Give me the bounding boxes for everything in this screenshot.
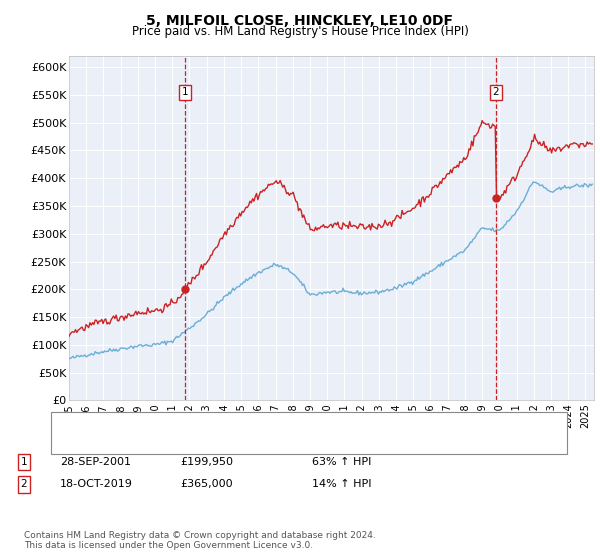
Text: 1: 1 (182, 87, 188, 97)
Text: 18-OCT-2019: 18-OCT-2019 (60, 479, 133, 489)
Text: 5, MILFOIL CLOSE, HINCKLEY, LE10 0DF: 5, MILFOIL CLOSE, HINCKLEY, LE10 0DF (146, 14, 454, 28)
Text: 63% ↑ HPI: 63% ↑ HPI (312, 457, 371, 467)
Text: HPI: Average price, detached house, Hinckley and Bosworth: HPI: Average price, detached house, Hinc… (88, 436, 401, 446)
Text: £365,000: £365,000 (180, 479, 233, 489)
Text: Price paid vs. HM Land Registry's House Price Index (HPI): Price paid vs. HM Land Registry's House … (131, 25, 469, 38)
Text: 2: 2 (493, 87, 499, 97)
Text: 5, MILFOIL CLOSE, HINCKLEY, LE10 0DF (detached house): 5, MILFOIL CLOSE, HINCKLEY, LE10 0DF (de… (88, 417, 388, 427)
Text: 1: 1 (20, 457, 28, 467)
Text: Contains HM Land Registry data © Crown copyright and database right 2024.
This d: Contains HM Land Registry data © Crown c… (24, 530, 376, 550)
Text: 2: 2 (20, 479, 28, 489)
Text: 28-SEP-2001: 28-SEP-2001 (60, 457, 131, 467)
Text: £199,950: £199,950 (180, 457, 233, 467)
Text: 14% ↑ HPI: 14% ↑ HPI (312, 479, 371, 489)
